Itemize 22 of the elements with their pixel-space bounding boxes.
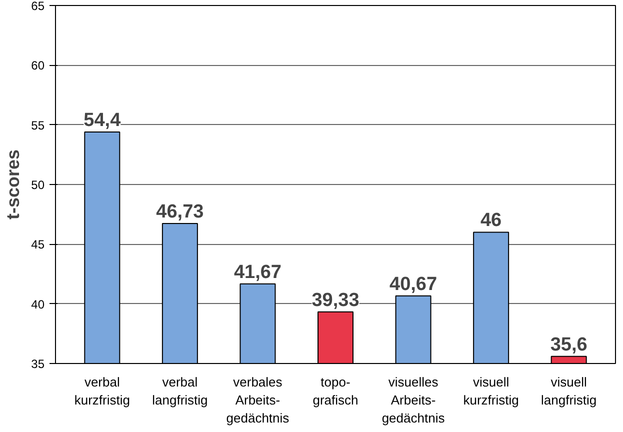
y-tick-label: 65	[31, 0, 45, 13]
y-tick-label: 60	[31, 58, 45, 73]
y-tick-label: 55	[31, 118, 45, 132]
data-label: 46,73	[156, 202, 204, 223]
y-tick-label: 45	[31, 238, 45, 252]
y-tick-label: 40	[31, 297, 45, 312]
x-tick-label: verbales Arbeits- gedächtnis	[226, 374, 290, 426]
data-label: 40,67	[390, 274, 438, 295]
data-label: 46	[480, 210, 502, 232]
x-tick-label: visuelles Arbeits- gedächtnis	[382, 374, 446, 426]
data-label: 54,4	[84, 110, 122, 131]
x-tick-label: topo- grafisch	[312, 374, 358, 408]
data-label: 35,6	[550, 334, 588, 356]
data-label: 41,67	[234, 262, 282, 283]
y-tick-label: 35	[31, 357, 45, 371]
x-tick-label: verbal kurzfristig	[74, 374, 130, 408]
y-tick-label: 50	[31, 178, 45, 192]
x-tick-label: visuell langfristig	[541, 374, 597, 408]
x-tick-label: verbal langfristig	[152, 374, 208, 408]
y-axis-title: t-scores	[3, 149, 24, 220]
x-tick-label: visuell kurzfristig	[463, 374, 519, 408]
data-label: 39,33	[312, 290, 360, 311]
